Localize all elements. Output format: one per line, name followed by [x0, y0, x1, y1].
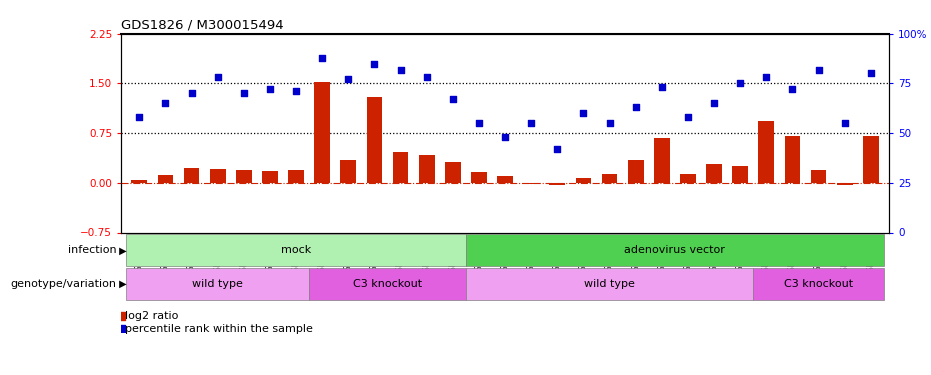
Bar — [863, 136, 879, 183]
Bar — [127, 268, 309, 300]
Point — [863, 70, 878, 76]
Text: C3 knockout: C3 knockout — [784, 279, 853, 289]
Point — [114, 326, 128, 332]
Bar — [183, 168, 199, 183]
Bar — [837, 183, 853, 185]
Point — [837, 120, 852, 126]
Text: C3 knockout: C3 knockout — [353, 279, 422, 289]
Bar — [309, 268, 466, 300]
Point — [471, 120, 486, 126]
Point — [785, 86, 800, 92]
Bar — [127, 234, 466, 266]
Point — [132, 114, 147, 120]
Text: percentile rank within the sample: percentile rank within the sample — [125, 324, 313, 333]
Bar — [236, 170, 251, 183]
Bar — [601, 174, 617, 183]
Point — [811, 66, 826, 72]
Bar — [445, 162, 461, 183]
Point — [419, 75, 434, 81]
Bar — [289, 170, 304, 183]
Bar — [209, 169, 225, 183]
Bar — [263, 171, 277, 183]
Bar — [654, 138, 669, 183]
Bar — [707, 164, 722, 183]
Point — [498, 134, 513, 140]
Text: GDS1826 / M300015494: GDS1826 / M300015494 — [121, 19, 284, 32]
Text: wild type: wild type — [584, 279, 635, 289]
Text: log2 ratio: log2 ratio — [125, 311, 179, 321]
Point — [184, 90, 199, 96]
Bar — [471, 171, 487, 183]
Bar — [466, 268, 753, 300]
Bar — [393, 152, 409, 183]
Point — [158, 100, 173, 106]
Point — [733, 81, 748, 87]
Bar — [575, 178, 591, 183]
Bar — [753, 268, 884, 300]
Bar — [523, 183, 539, 184]
Point — [759, 75, 774, 81]
Point — [681, 114, 695, 120]
Point — [289, 88, 304, 94]
Bar — [811, 170, 827, 183]
Point — [341, 76, 356, 82]
Bar — [131, 180, 147, 183]
Text: genotype/variation: genotype/variation — [10, 279, 116, 289]
Bar — [549, 183, 565, 186]
Bar — [785, 136, 801, 183]
Point — [114, 313, 128, 319]
Bar — [367, 97, 383, 183]
Text: ▶: ▶ — [116, 279, 127, 289]
Text: adenovirus vector: adenovirus vector — [625, 245, 725, 255]
Point — [315, 55, 330, 61]
Point — [628, 104, 643, 110]
Bar — [681, 174, 695, 183]
Point — [576, 110, 591, 116]
Bar — [466, 234, 884, 266]
Bar — [759, 121, 775, 183]
Text: infection: infection — [68, 245, 116, 255]
Text: ▶: ▶ — [116, 245, 127, 255]
Point — [210, 75, 225, 81]
Bar — [341, 160, 357, 183]
Point — [445, 96, 460, 102]
Point — [707, 100, 722, 106]
Bar — [157, 175, 173, 183]
Point — [263, 86, 277, 92]
Text: wild type: wild type — [193, 279, 243, 289]
Point — [393, 66, 408, 72]
Point — [367, 60, 382, 67]
Text: mock: mock — [281, 245, 311, 255]
Point — [550, 146, 565, 152]
Point — [236, 90, 251, 96]
Point — [654, 84, 669, 90]
Bar — [733, 166, 748, 183]
Bar — [497, 176, 513, 183]
Point — [602, 120, 617, 126]
Bar — [419, 155, 435, 183]
Bar — [315, 82, 330, 183]
Point — [524, 120, 539, 126]
Bar — [627, 160, 643, 183]
